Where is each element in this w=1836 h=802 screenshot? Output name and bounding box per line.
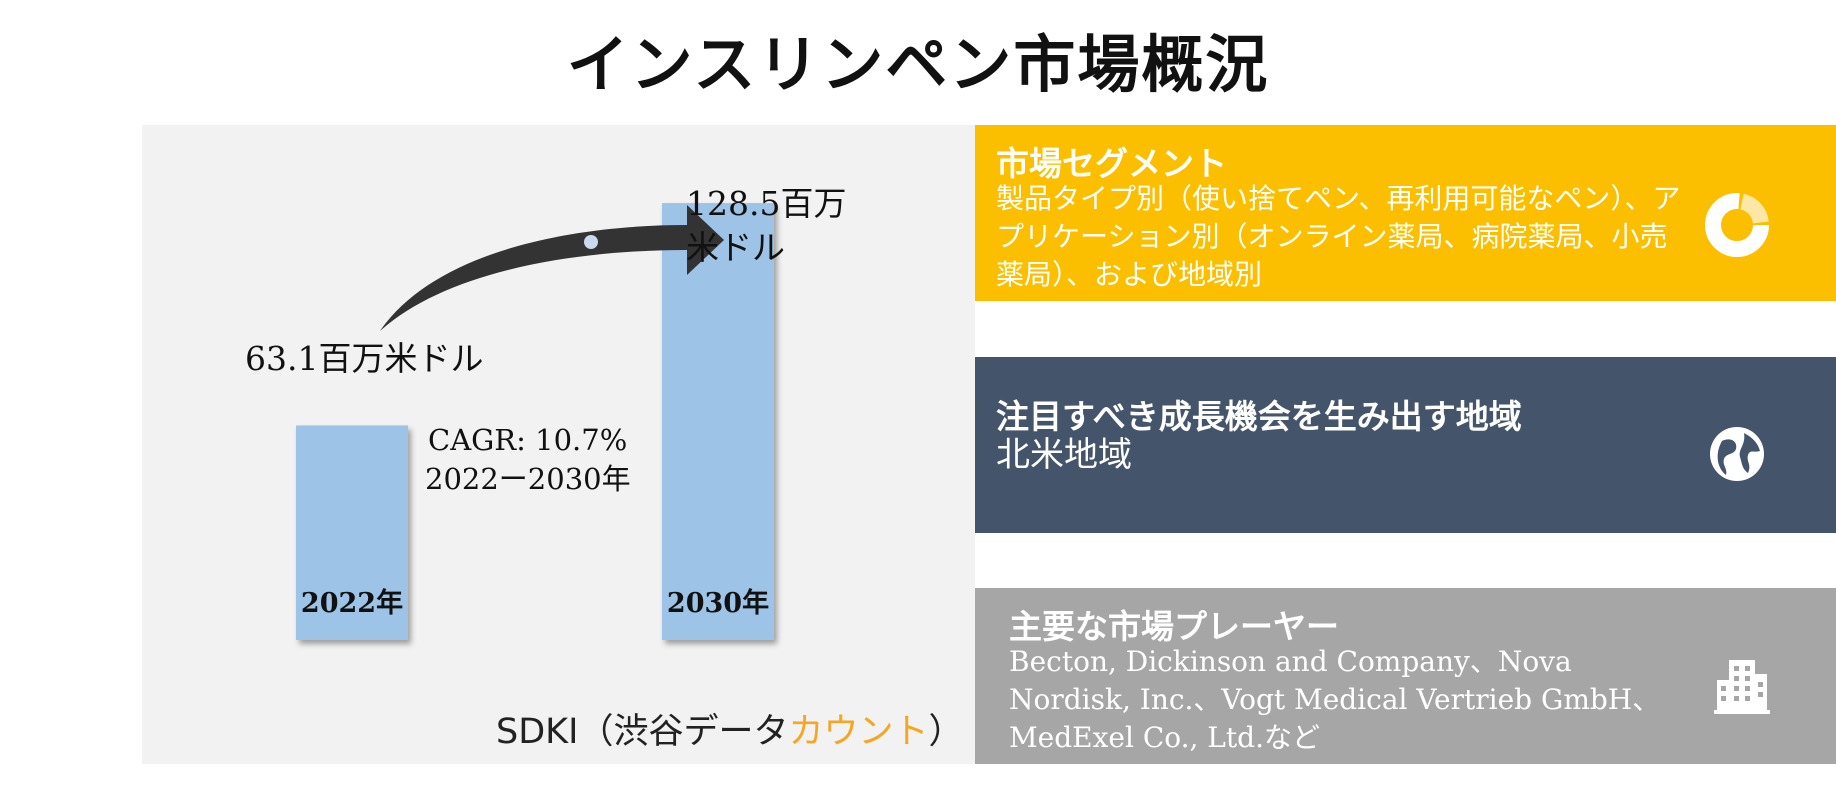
bar-category-label-2022年: 2022年 [301, 587, 403, 619]
bar-2022年 [296, 425, 408, 640]
segment-body: 製品タイプ別（使い捨てペン、再利用可能なペン）、アプリケーション別（オンライン薬… [996, 182, 1681, 291]
source-accent: カウント [788, 712, 929, 752]
bar-category-label-2030年: 2030年 [667, 587, 769, 619]
region-body: 北米地域 [996, 435, 1132, 475]
players-heading: 主要な市場プレーヤー [1009, 607, 1339, 646]
bar-2030年 [662, 203, 774, 640]
value-label-2030-line1: 128.5百万 [686, 184, 846, 223]
arrow-dot [584, 235, 598, 249]
segment-heading: 市場セグメント [996, 144, 1227, 183]
bar-chart: 2022年 2030年 63.1百万米ドル 128.5百万 米ドル CAGR: 1… [245, 184, 846, 640]
region-heading: 注目すべき成長機会を生み出す地域 [996, 397, 1522, 436]
page-title: インスリンペン市場概況 [566, 28, 1270, 101]
players-body: Becton, Dickinson and Company、Nova Nordi… [1009, 645, 1661, 754]
key-players-card: 主要な市場プレーヤー Becton, Dickinson and Company… [975, 588, 1836, 764]
growth-region-card: 注目すべき成長機会を生み出す地域 北米地域 [975, 357, 1836, 533]
source-prefix: SDKI（渋谷データ [496, 712, 789, 752]
source-credit: SDKI（渋谷データカウント） [496, 703, 963, 754]
value-label-2030-line2: 米ドル [686, 228, 785, 267]
cagr-period-label: 2022ー2030年 [425, 462, 631, 496]
donut-chart-icon [1705, 193, 1769, 257]
value-label-2022: 63.1百万米ドル [245, 339, 483, 378]
cagr-label: CAGR: 10.7% [428, 423, 627, 457]
growth-arrow [380, 205, 724, 331]
source-suffix: ） [928, 712, 964, 752]
building-icon [1714, 660, 1770, 714]
market-segment-card: 市場セグメント 製品タイプ別（使い捨てペン、再利用可能なペン）、アプリケーション… [975, 125, 1836, 301]
chart-panel: 2022年 2030年 63.1百万米ドル 128.5百万 米ドル CAGR: 1… [142, 125, 975, 764]
globe-icon [1710, 427, 1764, 481]
